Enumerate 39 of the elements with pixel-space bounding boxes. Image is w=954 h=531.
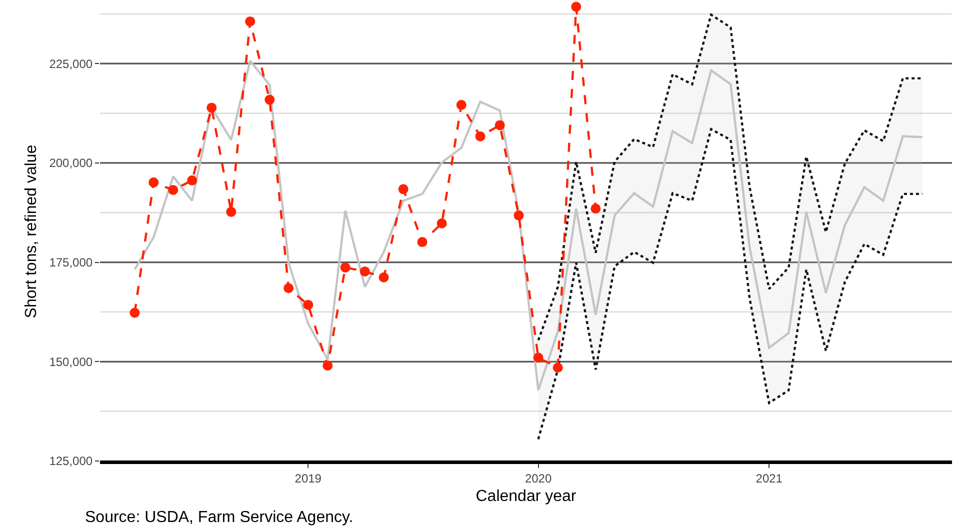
point bbox=[168, 184, 178, 195]
y-tick-label: 125,000 bbox=[49, 454, 93, 468]
point bbox=[417, 237, 428, 248]
point bbox=[494, 120, 505, 130]
point bbox=[590, 204, 601, 214]
point bbox=[456, 100, 466, 110]
point bbox=[245, 16, 256, 26]
point bbox=[398, 184, 408, 194]
point bbox=[206, 102, 217, 113]
point bbox=[322, 360, 333, 371]
point bbox=[552, 362, 563, 373]
source-note: Source: USDA, Farm Service Agency. bbox=[85, 509, 354, 526]
line-series bbox=[537, 128, 924, 440]
y-tick-label: 150,000 bbox=[49, 354, 93, 369]
point bbox=[360, 266, 370, 276]
y-axis-title: Short tons, refined value bbox=[23, 144, 40, 318]
point bbox=[571, 2, 582, 12]
point bbox=[533, 352, 544, 363]
point bbox=[436, 218, 447, 228]
point bbox=[284, 283, 294, 294]
x-tick-label: 2021 bbox=[756, 471, 783, 486]
point bbox=[303, 300, 314, 310]
point bbox=[378, 272, 389, 282]
point bbox=[340, 262, 350, 272]
point bbox=[148, 177, 159, 188]
line-series bbox=[537, 14, 924, 342]
point bbox=[226, 206, 236, 217]
y-tick-label: 225,000 bbox=[49, 56, 93, 71]
y-tick-label: 200,000 bbox=[49, 156, 93, 170]
point bbox=[264, 94, 275, 105]
point bbox=[187, 175, 198, 186]
x-tick-label: 2020 bbox=[524, 471, 552, 486]
point bbox=[475, 131, 486, 142]
x-axis-title: Calendar year bbox=[476, 488, 577, 506]
y-tick-label: 175,000 bbox=[49, 256, 93, 270]
point bbox=[130, 308, 140, 318]
x-tick-label: 2019 bbox=[294, 471, 322, 486]
point bbox=[514, 210, 524, 220]
line-series bbox=[134, 60, 924, 392]
